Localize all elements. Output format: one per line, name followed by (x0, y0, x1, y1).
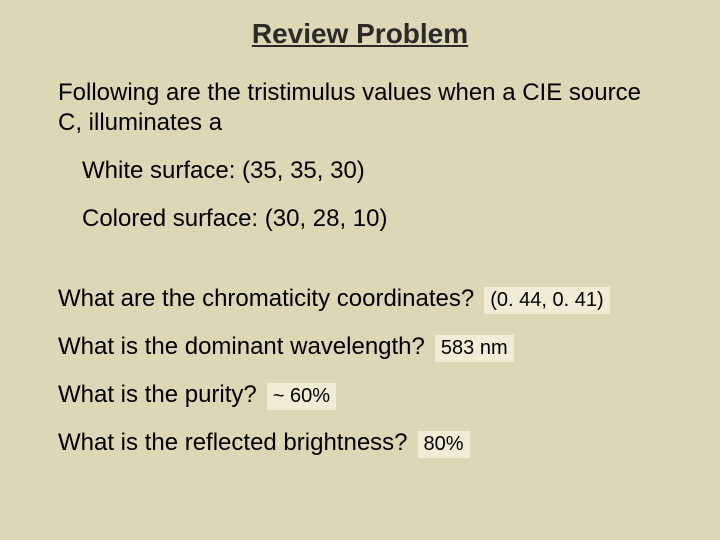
slide-title: Review Problem (58, 18, 662, 50)
question-purity: What is the purity? ~ 60% (58, 380, 662, 410)
question-text: What is the purity? (58, 380, 257, 410)
surface-colored: Colored surface: (30, 28, 10) (82, 204, 662, 234)
intro-text: Following are the tristimulus values whe… (58, 78, 662, 138)
surface-white: White surface: (35, 35, 30) (82, 156, 662, 186)
question-text: What is the dominant wavelength? (58, 332, 425, 362)
answer-chromaticity: (0. 44, 0. 41) (484, 287, 609, 314)
spacer (58, 252, 662, 284)
slide: Review Problem Following are the tristim… (0, 0, 720, 540)
answer-wavelength: 583 nm (435, 335, 514, 362)
question-wavelength: What is the dominant wavelength? 583 nm (58, 332, 662, 362)
answer-purity: ~ 60% (267, 383, 336, 410)
question-text: What are the chromaticity coordinates? (58, 284, 474, 314)
question-chromaticity: What are the chromaticity coordinates? (… (58, 284, 662, 314)
answer-brightness: 80% (418, 431, 470, 458)
question-brightness: What is the reflected brightness? 80% (58, 428, 662, 458)
question-text: What is the reflected brightness? (58, 428, 408, 458)
